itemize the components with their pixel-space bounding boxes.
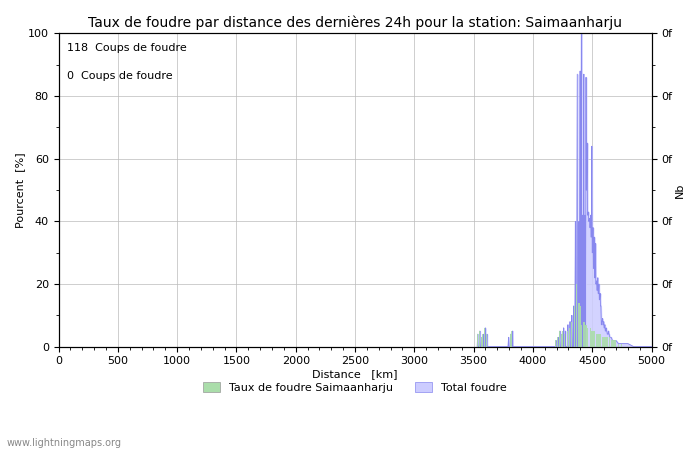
Bar [598, 334, 599, 347]
Bar [599, 334, 600, 347]
Bar [582, 322, 584, 346]
Bar [557, 338, 558, 346]
Bar [591, 331, 592, 346]
Bar [613, 340, 614, 346]
Legend: Taux de foudre Saimaanharju, Total foudre: Taux de foudre Saimaanharju, Total foudr… [199, 378, 511, 397]
Bar [597, 334, 598, 347]
Bar [615, 340, 617, 346]
Bar [569, 328, 570, 346]
Bar [574, 306, 575, 346]
Bar [594, 331, 596, 346]
X-axis label: Distance   [km]: Distance [km] [312, 369, 398, 379]
Title: Taux de foudre par distance des dernières 24h pour la station: Saimaanharju: Taux de foudre par distance des dernière… [88, 15, 622, 30]
Bar [570, 322, 572, 346]
Bar [589, 328, 591, 346]
Bar [609, 338, 610, 346]
Y-axis label: Nb: Nb [675, 182, 685, 198]
Bar [585, 325, 586, 346]
Bar [606, 338, 608, 346]
Bar [576, 284, 577, 346]
Bar [479, 331, 480, 346]
Text: 118  Coups de foudre: 118 Coups de foudre [67, 43, 187, 53]
Bar [555, 340, 556, 346]
Text: 0  Coups de foudre: 0 Coups de foudre [67, 71, 173, 81]
Bar [481, 338, 482, 346]
Bar [618, 343, 619, 346]
Bar [579, 303, 580, 346]
Bar [567, 331, 568, 346]
Bar [605, 338, 606, 346]
Text: www.lightningmaps.org: www.lightningmaps.org [7, 438, 122, 448]
Bar [484, 328, 485, 346]
Bar [592, 331, 593, 346]
Bar [587, 328, 588, 346]
Bar [486, 334, 487, 347]
Y-axis label: Pourcent  [%]: Pourcent [%] [15, 152, 25, 228]
Bar [601, 338, 603, 346]
Bar [586, 325, 587, 346]
Bar [562, 331, 564, 346]
Bar [559, 331, 560, 346]
Bar [564, 334, 565, 347]
Bar [578, 303, 579, 346]
Bar [610, 340, 612, 346]
Bar [580, 306, 581, 346]
Bar [604, 338, 605, 346]
Bar [482, 334, 483, 347]
